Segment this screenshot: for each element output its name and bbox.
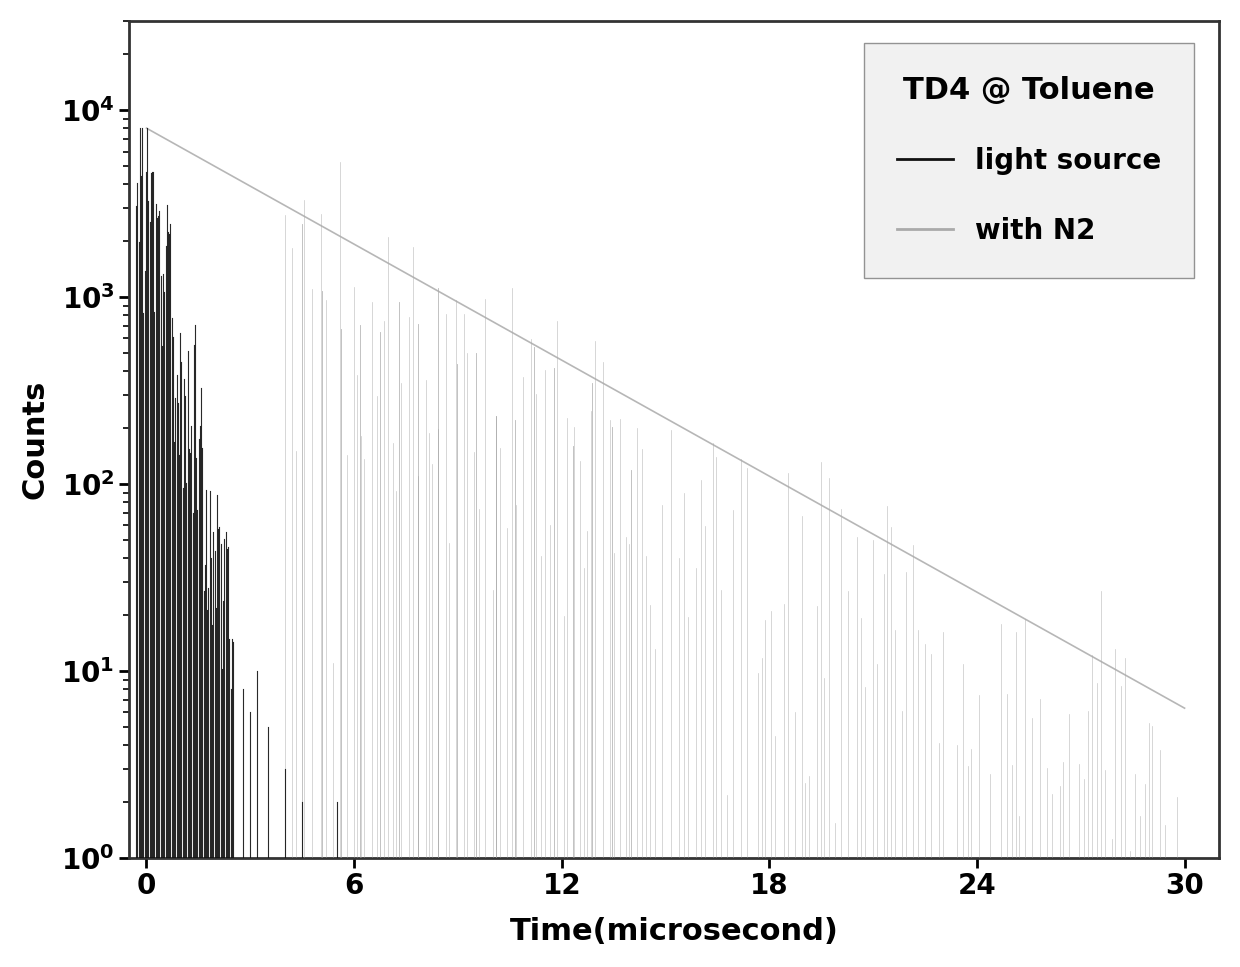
- X-axis label: Time(microsecond): Time(microsecond): [510, 917, 838, 946]
- Y-axis label: Counts: Counts: [21, 380, 50, 499]
- Legend: light source, with N2: light source, with N2: [864, 44, 1194, 278]
